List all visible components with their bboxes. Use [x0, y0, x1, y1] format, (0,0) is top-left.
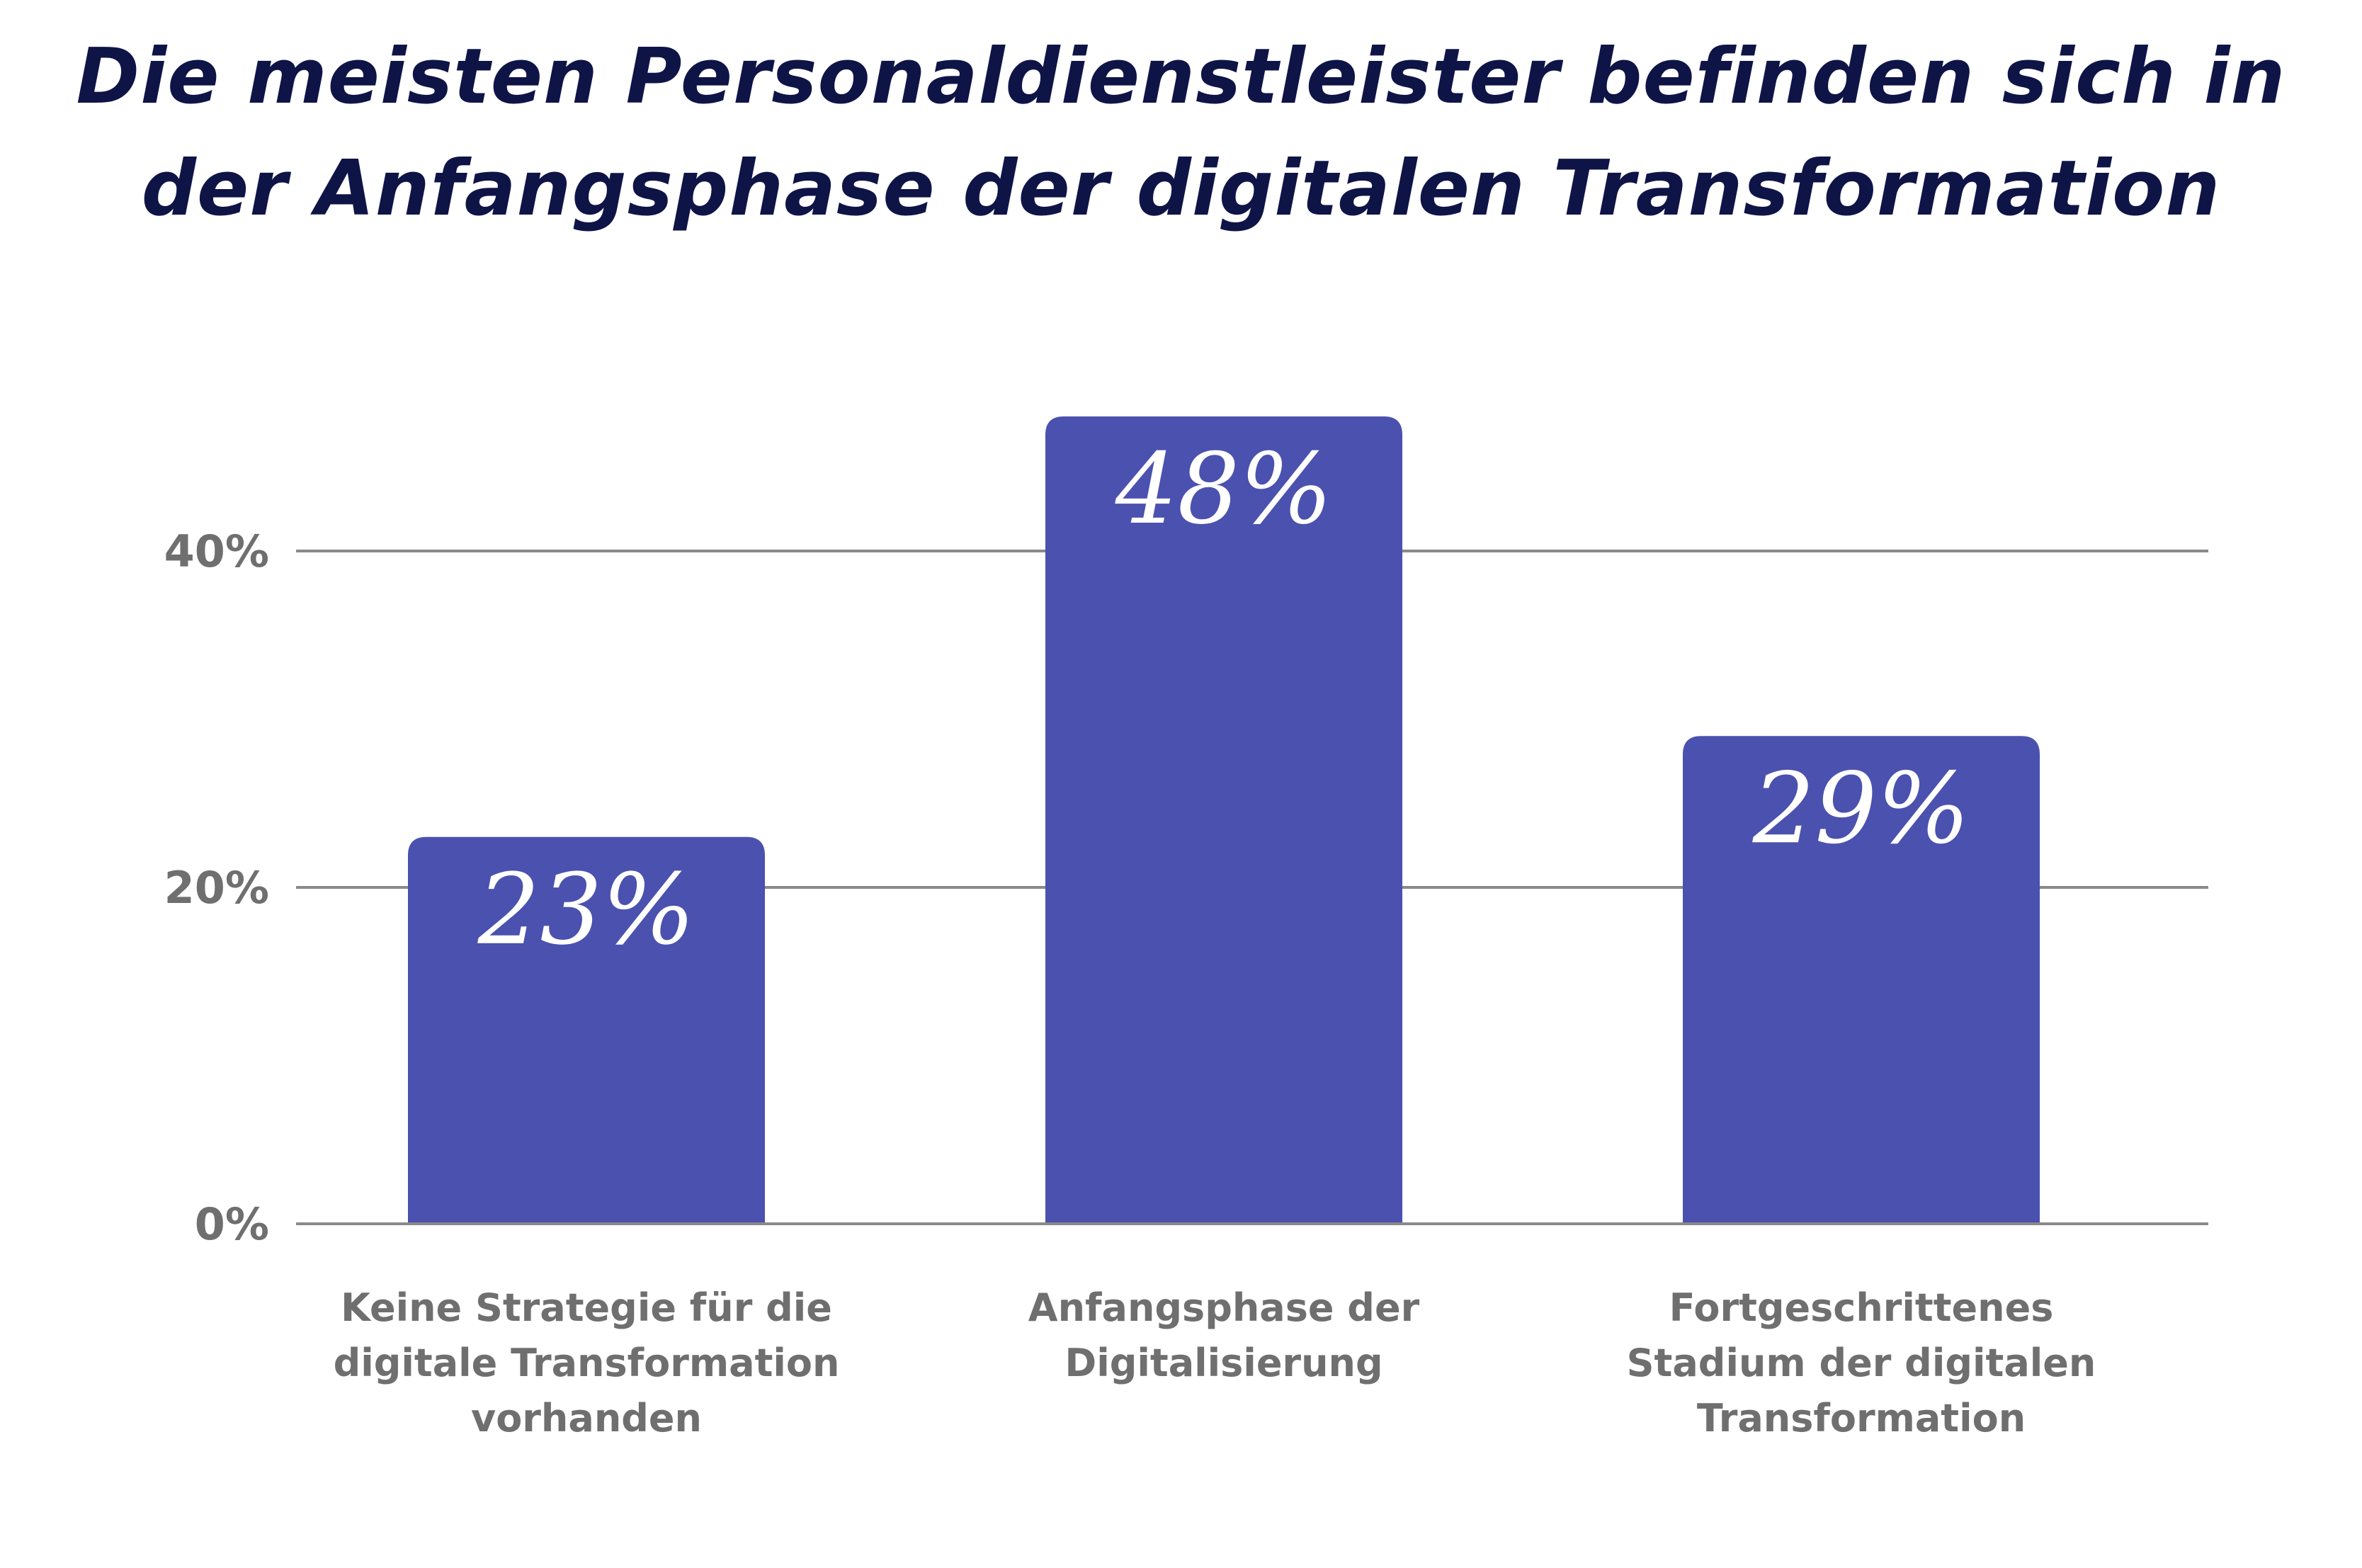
- bar: [1045, 416, 1402, 1222]
- bar-value-label: 29%: [1752, 751, 1970, 865]
- chart-title: Die meisten Personaldienstleister befind…: [0, 21, 2362, 245]
- bar: [1683, 736, 2040, 1222]
- x-category-label-line: Fortgeschrittenes: [1669, 1285, 2054, 1330]
- bar-value-label: 48%: [1115, 432, 1333, 546]
- x-category-label: Fortgeschrittenes Stadium der digitalen Tr…: [1627, 1285, 2096, 1441]
- bar-value-label: 23%: [477, 853, 695, 967]
- x-category-label-line: Digitalisierung: [1064, 1341, 1382, 1385]
- x-category-label-line: Stadium der digitalen: [1627, 1341, 2096, 1385]
- x-category-label-line: digitale Transformation: [334, 1341, 840, 1385]
- x-axis-categories: Keine Strategie für die digitale Transfor…: [334, 1285, 2096, 1441]
- x-category-label-line: Anfangsphase der: [1028, 1285, 1420, 1330]
- bar: [408, 836, 765, 1222]
- y-axis-ticks: 0% 20% 40%: [164, 525, 269, 1250]
- x-category-label-line: Keine Strategie für die: [341, 1285, 832, 1330]
- x-category-label-line: Transformation: [1697, 1396, 2026, 1441]
- y-tick-label: 40%: [164, 525, 269, 577]
- x-category-label: Keine Strategie für die digitale Transfor…: [334, 1285, 840, 1441]
- x-category-label-line: vorhanden: [471, 1396, 702, 1441]
- chart-title-line-1: Die meisten Personaldienstleister befind…: [76, 33, 2286, 121]
- y-tick-label: 20%: [164, 862, 269, 914]
- y-tick-label: 0%: [195, 1198, 269, 1250]
- chart-title-line-2: der Anfangsphase der digitalen Transform…: [141, 144, 2221, 233]
- bars: 23% 48% 29%: [408, 416, 2040, 1222]
- x-category-label: Anfangsphase der Digitalisierung: [1028, 1285, 1420, 1385]
